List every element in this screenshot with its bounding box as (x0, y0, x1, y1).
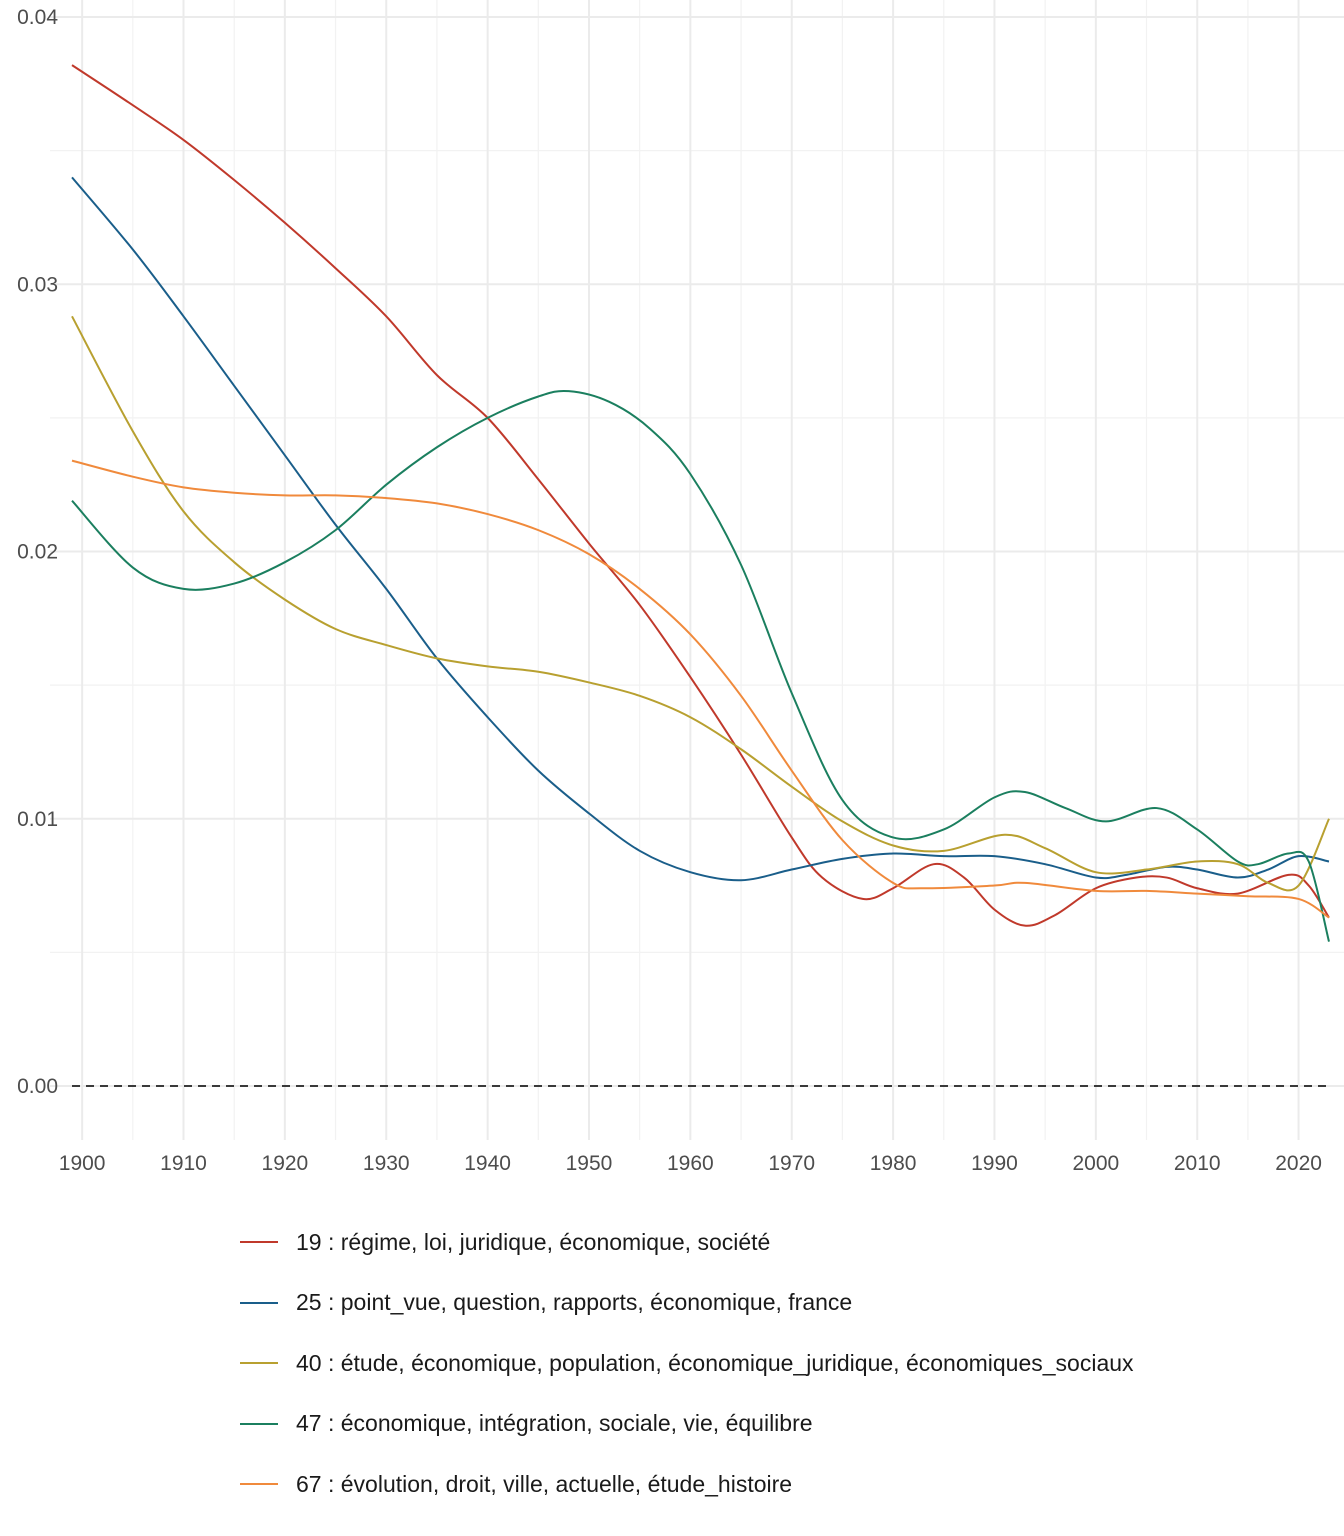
legend-item: 25 : point_vue, question, rapports, écon… (240, 1273, 1134, 1334)
legend-label: 47 : économique, intégration, sociale, v… (296, 1410, 813, 1437)
legend-swatch (240, 1301, 278, 1304)
x-tick-label: 1990 (971, 1152, 1018, 1175)
x-tick-label: 2010 (1174, 1152, 1221, 1175)
series-line-19 (71, 64, 1330, 927)
legend-label: 40 : étude, économique, population, écon… (296, 1349, 1134, 1376)
x-tick-label: 1900 (59, 1152, 106, 1175)
legend-swatch (240, 1362, 278, 1365)
legend-swatch (240, 1483, 278, 1486)
x-tick-label: 1970 (768, 1152, 815, 1175)
legend: 19 : régime, loi, juridique, économique,… (240, 1212, 1134, 1515)
grid-lines (50, 0, 1344, 1140)
series-lines (71, 64, 1330, 942)
y-axis: 0.00 0.01 0.02 0.03 0.04 (17, 6, 58, 1098)
legend-item: 47 : économique, intégration, sociale, v… (240, 1394, 1134, 1455)
x-tick-label: 1980 (870, 1152, 917, 1175)
y-tick-label: 0.03 (17, 273, 58, 296)
legend-swatch (240, 1422, 278, 1425)
y-tick-label: 0.02 (17, 541, 58, 564)
x-tick-label: 1960 (667, 1152, 714, 1175)
y-tick-label: 0.04 (17, 6, 58, 29)
series-line-67 (71, 459, 1330, 919)
legend-label: 67 : évolution, droit, ville, actuelle, … (296, 1470, 793, 1497)
x-tick-label: 2020 (1275, 1152, 1322, 1175)
x-tick-label: 1940 (464, 1152, 511, 1175)
line-chart: 0.00 0.01 0.02 0.03 0.04 1900 1910 1920 1930 194… (17, 0, 1344, 1175)
series-line-47 (71, 389, 1330, 942)
x-tick-label: 1930 (363, 1152, 410, 1175)
series-line-40 (71, 315, 1330, 892)
x-axis: 1900 1910 1920 1930 1940 1950 1960 1970 1980 1990… (59, 1152, 1322, 1175)
legend-item: 19 : régime, loi, juridique, économique,… (240, 1212, 1134, 1273)
legend-label: 19 : régime, loi, juridique, économique,… (296, 1228, 771, 1255)
legend-item: 67 : évolution, droit, ville, actuelle, … (240, 1454, 1134, 1515)
x-tick-label: 1950 (566, 1152, 613, 1175)
legend-item: 40 : étude, économique, population, écon… (240, 1333, 1134, 1394)
y-tick-label: 0.01 (17, 808, 58, 831)
legend-label: 25 : point_vue, question, rapports, écon… (296, 1289, 853, 1316)
y-tick-label: 0.00 (17, 1075, 58, 1098)
x-tick-label: 1920 (262, 1152, 309, 1175)
series-line-25 (71, 176, 1330, 882)
x-tick-label: 1910 (160, 1152, 207, 1175)
x-tick-label: 2000 (1072, 1152, 1119, 1175)
legend-swatch (240, 1241, 278, 1244)
